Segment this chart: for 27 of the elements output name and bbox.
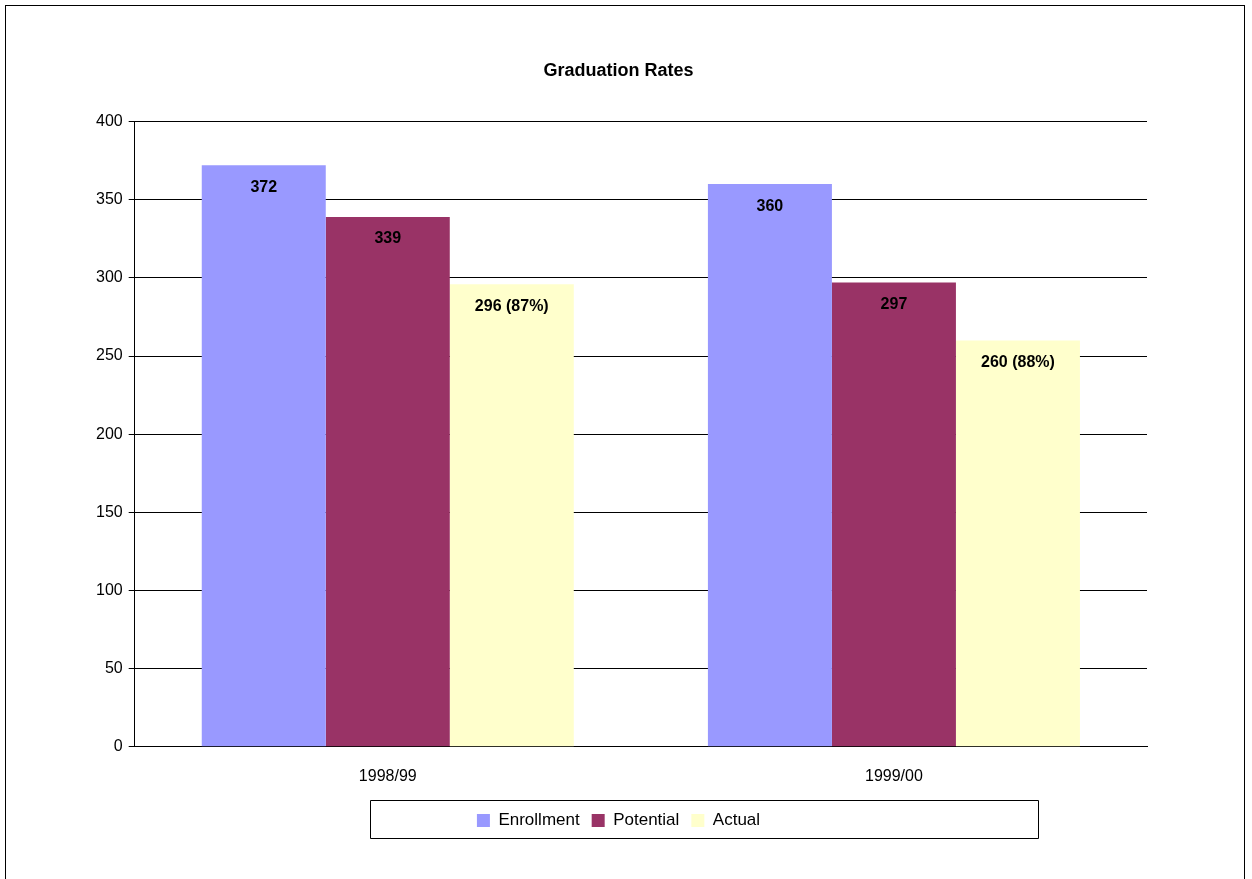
y-tick-label: 400 — [95, 112, 123, 130]
bar — [201, 165, 326, 747]
y-tick-label: 200 — [95, 424, 123, 442]
y-tick-label: 150 — [95, 502, 123, 520]
data-label: 339 — [374, 229, 402, 247]
legend-label: Enrollment — [498, 810, 580, 830]
y-tick-label: 300 — [95, 268, 123, 286]
data-label: 296 (87%) — [474, 296, 549, 314]
y-tick-label: 0 — [113, 737, 123, 755]
y-tick-label: 350 — [95, 190, 123, 208]
bar — [449, 284, 574, 747]
bar — [707, 184, 832, 747]
bar — [955, 340, 1080, 747]
bar — [831, 282, 956, 747]
data-label: 260 (88%) — [981, 352, 1055, 370]
legend-label: Potential — [613, 810, 680, 830]
y-tick-label: 50 — [104, 659, 123, 677]
data-label: 360 — [756, 196, 784, 214]
chart-title: Graduation Rates — [543, 59, 694, 80]
bar — [325, 216, 450, 747]
x-tick-label: 1998/99 — [358, 766, 417, 784]
y-tick-label: 250 — [95, 346, 123, 364]
data-label: 297 — [880, 295, 908, 312]
x-tick-label: 1999/00 — [865, 766, 923, 784]
legend-label: Actual — [712, 810, 761, 830]
data-label: 372 — [250, 177, 278, 195]
y-tick-label: 100 — [95, 580, 123, 598]
